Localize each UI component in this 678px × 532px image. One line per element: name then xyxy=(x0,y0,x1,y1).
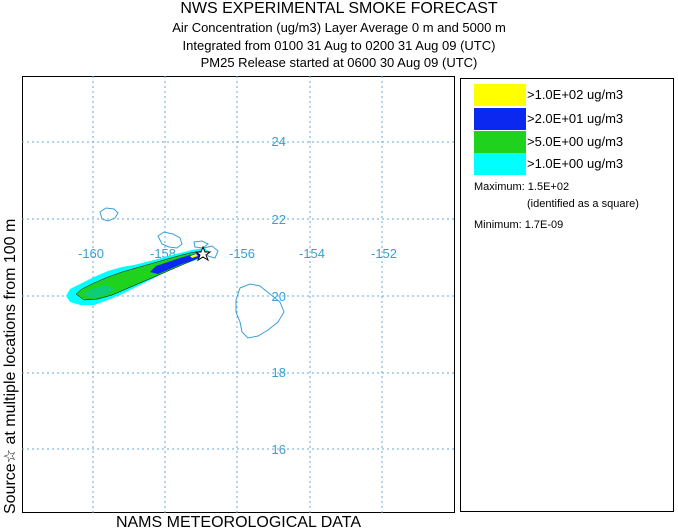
concentration-subtitle: Air Concentration (ug/m3) Layer Average … xyxy=(172,20,506,35)
legend-minimum: Minimum: 1.7E-09 xyxy=(474,219,564,231)
integration-period-subtitle: Integrated from 0100 31 Aug to 0200 31 A… xyxy=(182,38,496,53)
lon-label-156: -156 xyxy=(229,246,255,261)
star-icon xyxy=(194,245,212,262)
legend-label-20: >2.0E+01 ug/m3 xyxy=(527,111,624,126)
legend-swatch-1 xyxy=(474,153,526,175)
legend-label-1: >1.0E+00 ug/m3 xyxy=(527,156,624,171)
lon-label-152: -152 xyxy=(371,246,397,261)
legend-maximum-note: (identified as a square) xyxy=(527,198,639,210)
release-start-subtitle: PM25 Release started at 0600 30 Aug 09 (… xyxy=(200,55,478,70)
lon-label-160: -160 xyxy=(78,246,104,261)
lat-label-22: 22 xyxy=(272,212,286,227)
lon-label-154: -154 xyxy=(299,246,325,261)
meteorological-data-footer: NAMS METEOROLOGICAL DATA xyxy=(115,514,362,531)
lat-label-20: 20 xyxy=(272,289,286,304)
latitude-gridlines xyxy=(22,141,455,450)
kauai-oahu-island-outline xyxy=(157,231,183,249)
map-frame-border xyxy=(22,76,455,513)
map-panel: -160 -158 -156 -154 -152 24 22 20 18 16 xyxy=(22,76,455,513)
legend-swatch-20 xyxy=(474,108,526,130)
legend-label-5: >5.0E+00 ug/m3 xyxy=(527,134,624,149)
lat-label-24: 24 xyxy=(272,134,286,149)
molokai-island-outline xyxy=(193,240,209,249)
hawaii-big-island-outline xyxy=(235,283,285,339)
niihau-island-outline xyxy=(99,207,119,222)
legend-swatch-100 xyxy=(474,84,526,106)
smoke-plume xyxy=(66,248,210,305)
plume-contour-100 xyxy=(190,254,198,258)
lat-label-18: 18 xyxy=(272,365,286,380)
legend-swatch-5 xyxy=(474,131,526,153)
lat-label-16: 16 xyxy=(272,442,286,457)
legend-panel: >1.0E+02 ug/m3 >2.0E+01 ug/m3 >5.0E+00 u… xyxy=(460,78,674,512)
plume-contour-5-inner xyxy=(82,285,114,298)
legend-maximum: Maximum: 1.5E+02 xyxy=(474,181,570,193)
legend-label-100: >1.0E+02 ug/m3 xyxy=(527,87,624,102)
plume-contour-20 xyxy=(150,253,204,274)
source-side-label: Source☆ at multiple locations from 100 m xyxy=(2,218,19,514)
map-title: NWS EXPERIMENTAL SMOKE FORECAST xyxy=(180,0,498,17)
